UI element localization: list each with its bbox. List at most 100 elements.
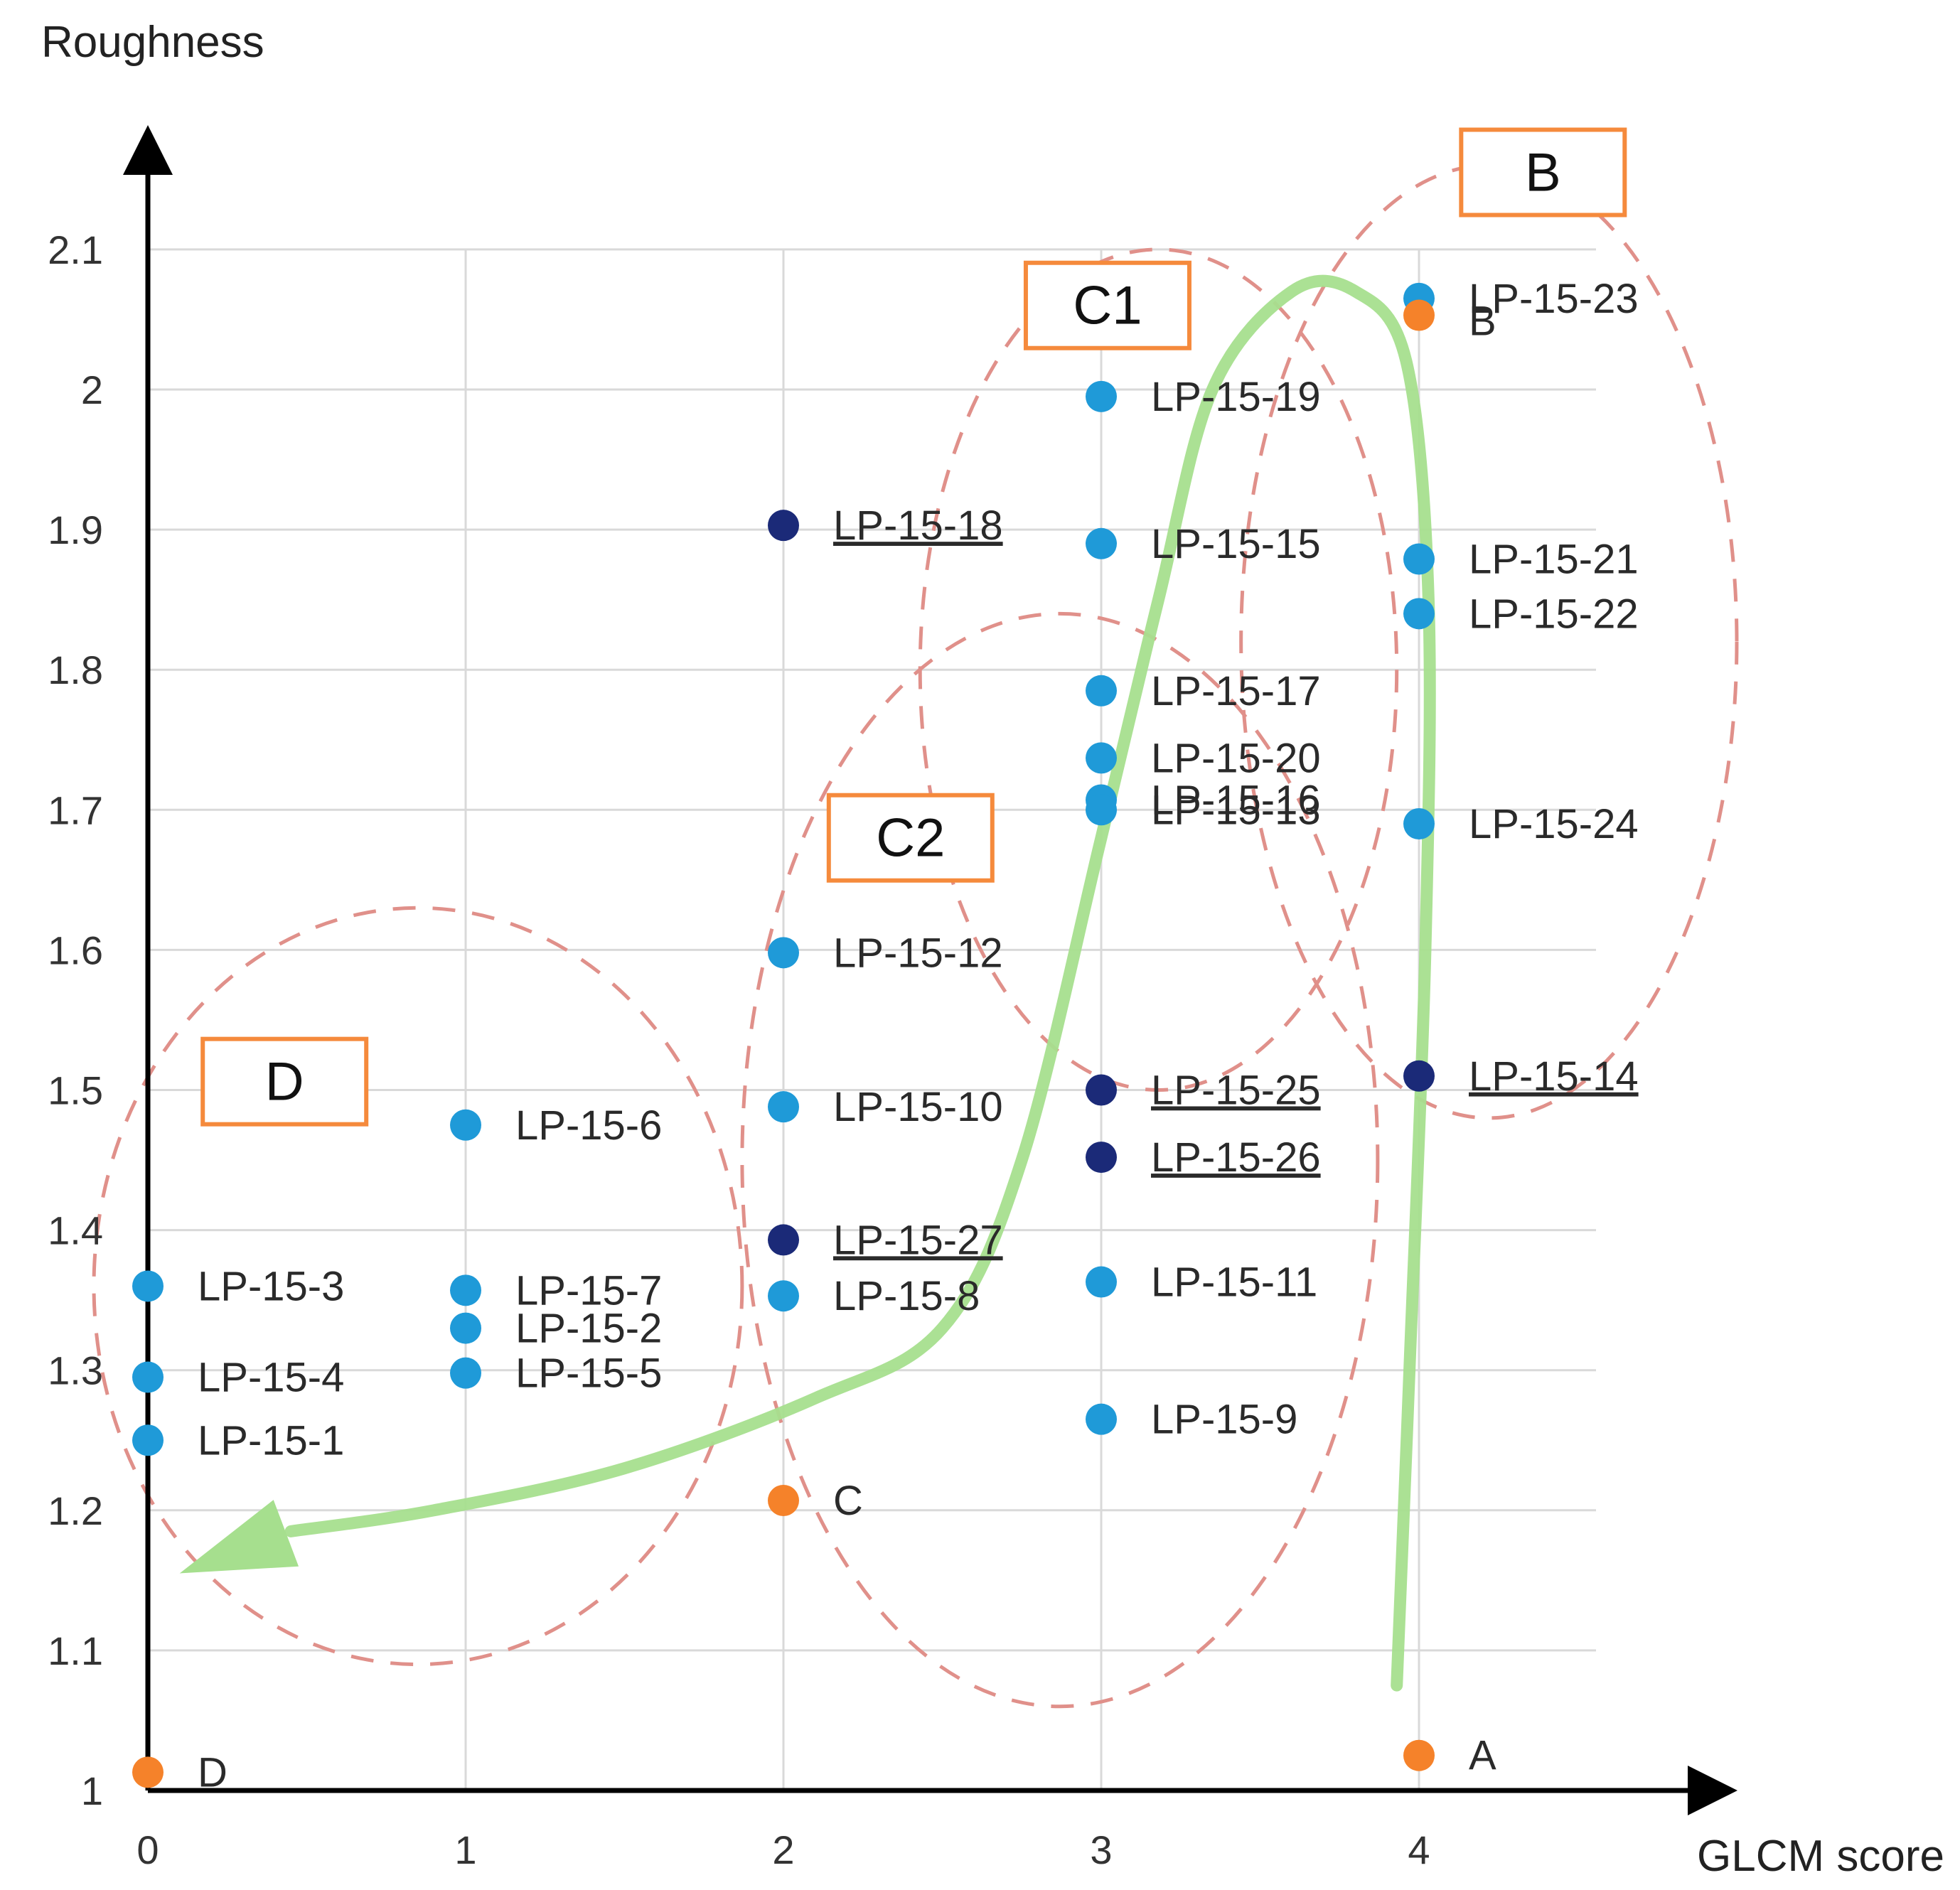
point-lp-15-1	[132, 1424, 164, 1456]
point-lp-15-4	[132, 1361, 164, 1393]
x-tick-label: 3	[1090, 1827, 1112, 1872]
point-label: LP-15-25	[1151, 1068, 1321, 1114]
axes: Roughness GLCM score	[41, 18, 1944, 1881]
point-b	[1403, 299, 1435, 331]
x-axis-title: GLCM score	[1697, 1832, 1944, 1881]
point-lp-15-11	[1086, 1266, 1117, 1298]
tick-labels: 11.11.21.31.41.51.61.71.81.922.10 1 2 3 4	[48, 227, 1430, 1872]
point-label: LP-15-26	[1151, 1134, 1321, 1181]
y-tick-label: 1.3	[48, 1348, 103, 1393]
point-lp-15-5	[450, 1357, 481, 1389]
y-tick-label: 1.5	[48, 1068, 103, 1113]
cluster-ellipse-d	[92, 906, 744, 1667]
y-tick-label: 2.1	[48, 227, 103, 272]
group-box-d	[200, 1036, 369, 1127]
point-label: LP-15-12	[833, 930, 1003, 976]
y-tick-label: 1.8	[48, 648, 103, 692]
y-tick-label: 1	[81, 1768, 103, 1813]
y-tick-label: 1.7	[48, 788, 103, 832]
group-box-label: B	[1525, 142, 1561, 203]
point-label: LP-15-4	[198, 1355, 344, 1401]
point-lp-15-17	[1086, 675, 1117, 707]
grid-lines	[148, 248, 1596, 1790]
x-tick-label: 4	[1408, 1827, 1430, 1872]
trend-curve-path	[284, 274, 1436, 1692]
cluster-ellipse-c2	[740, 611, 1380, 1709]
point-lp-15-2	[450, 1312, 481, 1344]
point-lp-15-14	[1403, 1060, 1435, 1092]
point-label: LP-15-9	[1151, 1397, 1297, 1443]
group-label-boxes: B C1 C2 D	[200, 127, 1627, 1127]
point-label: LP-15-1	[198, 1417, 344, 1464]
point-lp-15-12	[768, 937, 799, 969]
cluster-groups	[92, 163, 1739, 1709]
x-tick-label: 2	[772, 1827, 794, 1872]
point-label: B	[1469, 299, 1496, 345]
point-label: LP-15-17	[1151, 668, 1321, 714]
point-d	[132, 1756, 164, 1788]
point-label: LP-15-20	[1151, 735, 1321, 781]
point-lp-15-13	[1086, 794, 1117, 826]
point-lp-15-20	[1086, 742, 1117, 774]
point-c	[768, 1485, 799, 1517]
point-lp-15-25	[1086, 1074, 1117, 1106]
group-box-c2	[826, 793, 995, 883]
point-lp-15-6	[450, 1109, 481, 1141]
point-label: LP-15-5	[515, 1351, 662, 1397]
point-lp-15-15	[1086, 527, 1117, 559]
group-box-label: C1	[1073, 276, 1142, 336]
trend-curve	[179, 274, 1436, 1692]
point-label: A	[1469, 1733, 1496, 1779]
x-tick-label: 0	[136, 1827, 159, 1872]
point-label: LP-15-16	[1151, 778, 1321, 824]
cluster-ellipse-b	[1239, 163, 1739, 1120]
point-label: LP-15-2	[515, 1306, 662, 1352]
point-lp-15-19	[1086, 380, 1117, 412]
y-tick-label: 1.9	[48, 508, 103, 552]
point-label: LP-15-6	[515, 1102, 662, 1149]
y-tick-label: 1.2	[48, 1488, 103, 1533]
y-tick-label: 1.6	[48, 928, 103, 972]
point-label: LP-15-15	[1151, 521, 1321, 567]
point-lp-15-24	[1403, 808, 1435, 840]
point-lp-15-27	[768, 1224, 799, 1256]
point-label: LP-15-8	[833, 1273, 980, 1319]
y-tick-label: 1.1	[48, 1628, 103, 1673]
point-lp-15-3	[132, 1270, 164, 1302]
y-tick-label: 1.4	[48, 1208, 103, 1253]
point-label: C	[833, 1478, 863, 1524]
point-label: LP-15-11	[1151, 1260, 1317, 1306]
x-tick-label: 1	[454, 1827, 476, 1872]
point-lp-15-26	[1086, 1142, 1117, 1174]
point-label: LP-15-19	[1151, 374, 1321, 420]
y-tick-label: 2	[81, 367, 103, 412]
point-label: LP-15-7	[515, 1267, 662, 1314]
point-label: LP-15-14	[1469, 1053, 1639, 1100]
y-axis-title: Roughness	[41, 18, 264, 67]
point-a	[1403, 1739, 1435, 1771]
point-label: LP-15-27	[833, 1217, 1003, 1263]
point-lp-15-18	[768, 510, 799, 542]
group-box-c1	[1023, 260, 1191, 350]
point-lp-15-21	[1403, 543, 1435, 575]
point-lp-15-7	[450, 1274, 481, 1306]
point-label: LP-15-23	[1469, 276, 1639, 322]
trend-arrow-head	[179, 1500, 299, 1574]
point-label: LP-15-18	[833, 503, 1003, 549]
point-lp-15-8	[768, 1280, 799, 1312]
point-label: LP-15-13	[1151, 787, 1321, 833]
point-lp-15-9	[1086, 1403, 1117, 1435]
point-label: LP-15-22	[1469, 591, 1639, 637]
point-lp-15-22	[1403, 598, 1435, 630]
group-box-label: D	[265, 1052, 304, 1112]
group-box-b	[1459, 127, 1627, 218]
point-label: LP-15-10	[833, 1084, 1003, 1130]
point-label: LP-15-24	[1469, 801, 1639, 847]
data-points: LP-15-3LP-15-4LP-15-1LP-15-6LP-15-7LP-15…	[132, 276, 1639, 1795]
point-label: D	[198, 1749, 227, 1795]
point-label: LP-15-21	[1469, 536, 1639, 582]
group-box-label: C2	[876, 808, 945, 869]
point-label: LP-15-3	[198, 1263, 344, 1309]
point-lp-15-10	[768, 1091, 799, 1123]
